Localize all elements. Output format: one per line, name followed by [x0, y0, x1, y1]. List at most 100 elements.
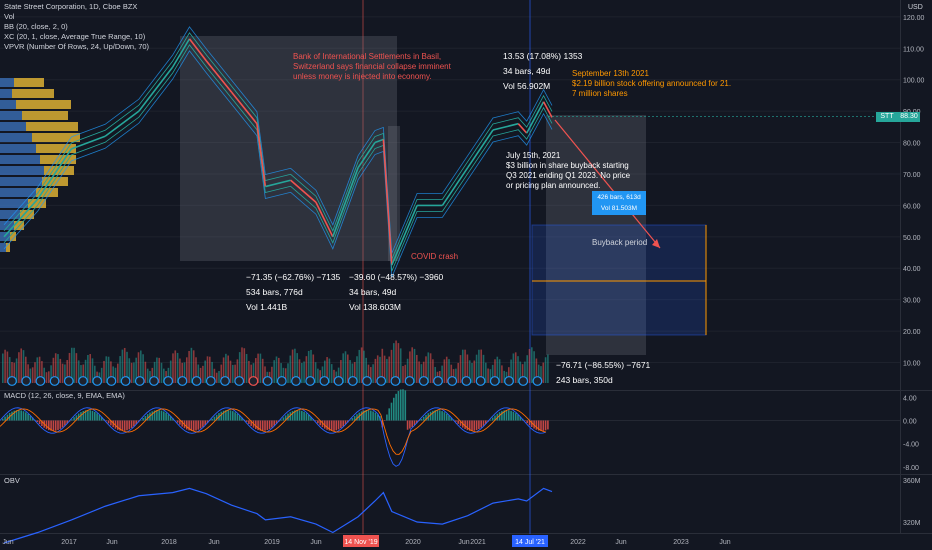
- volume-bar: [211, 361, 213, 383]
- volume-bar: [146, 368, 149, 383]
- price-segment: [332, 167, 359, 238]
- macd-hist-bar: [307, 414, 310, 421]
- price-tick: 10.00: [903, 361, 921, 368]
- macd-hist-bar: [439, 410, 441, 421]
- dividend-icon: [163, 376, 174, 386]
- volume-bar: [464, 349, 466, 383]
- price-segment: [3, 198, 39, 238]
- macd-hist-bar: [537, 420, 540, 431]
- macd-hist-bar: [514, 413, 517, 421]
- volume-bar: [494, 359, 496, 383]
- macd-hist-bar: [190, 420, 193, 431]
- macd-hist-bar: [110, 420, 112, 426]
- volume-bar: [413, 348, 416, 383]
- volume-bar: [406, 358, 409, 383]
- price-tick: 70.00: [903, 172, 921, 179]
- macd-hist-bar: [128, 420, 131, 430]
- volume-bar: [225, 353, 227, 383]
- macd-hist-bar: [443, 412, 446, 421]
- volume-bar: [537, 364, 540, 383]
- volume-bar: [498, 359, 501, 383]
- vpvr-bar-up: [14, 78, 44, 87]
- volume-bar: [245, 354, 248, 383]
- volume-bar: [80, 365, 82, 383]
- volume-bar: [38, 356, 41, 383]
- volume-bar: [64, 364, 66, 383]
- volume-bar: [227, 355, 229, 383]
- macd-hist-bar: [89, 410, 91, 421]
- volume-bar: [307, 350, 310, 383]
- projection-arrow: [554, 119, 661, 249]
- volume-bar: [151, 367, 154, 383]
- macd-hist-bar: [501, 411, 503, 421]
- macd-hist-bar: [236, 413, 239, 421]
- bollinger-bands: [3, 26, 553, 278]
- dividend-icon: [376, 376, 387, 386]
- range-box-2: [388, 126, 400, 261]
- macd-hist-bar: [376, 414, 379, 421]
- volume-bar: [289, 355, 292, 383]
- chart-title: State Street Corporation, 1D, Cboe BZX: [4, 2, 138, 11]
- macd-tick: 0.00: [903, 419, 917, 426]
- volume-bar: [202, 365, 204, 383]
- vpvr-bar-up: [42, 177, 68, 186]
- covid-label: COVID crash: [411, 252, 459, 261]
- macd-hist-bar: [54, 420, 57, 431]
- volume-bar: [248, 360, 250, 383]
- macd-hist-bar: [15, 410, 18, 421]
- macd-hist-bar: [485, 420, 487, 424]
- macd-hist-bar: [31, 417, 34, 421]
- macd-hist-bar: [413, 420, 416, 426]
- volume-bar: [418, 361, 420, 383]
- macd-hist-bar: [319, 420, 321, 426]
- volume-bar: [503, 370, 505, 383]
- macd-hist-bar: [220, 411, 223, 421]
- volume-bar: [291, 349, 294, 383]
- macd-hist-bar: [117, 420, 119, 430]
- dividend-icon: [475, 376, 486, 386]
- macd-hist-bar: [478, 420, 480, 430]
- macd-hist-bar: [225, 410, 227, 421]
- volume-bar: [197, 364, 200, 383]
- macd-hist-bar: [64, 420, 66, 426]
- volume-bar: [434, 366, 436, 383]
- macd-hist-bar: [374, 412, 377, 421]
- price-tick: 50.00: [903, 235, 921, 242]
- macd-hist-bar: [25, 412, 27, 421]
- macd-hist-bar: [215, 414, 218, 421]
- volume-bar: [261, 358, 264, 383]
- macd-hist-bar: [144, 415, 147, 421]
- vpvr-bar-down: [0, 199, 28, 208]
- dividend-icon: [49, 376, 60, 386]
- macd-hist-bar: [266, 420, 269, 431]
- volume-bar: [167, 367, 170, 383]
- dividend-icon: [333, 376, 344, 386]
- measure-3: 13.53 (17.08%) 1353 34 bars, 49d Vol 56.…: [503, 51, 583, 91]
- vpvr-bar-down: [0, 111, 22, 120]
- volume-bar: [105, 356, 108, 383]
- arrow-head: [652, 239, 660, 248]
- macd-hist-bar: [186, 420, 188, 430]
- volume-bar: [312, 354, 315, 383]
- macd-hist-bar: [284, 415, 287, 421]
- macd-hist-bar: [248, 420, 250, 424]
- volume-bar: [425, 356, 427, 383]
- macd-hist-bar: [100, 416, 103, 421]
- vpvr-bar-down: [0, 100, 16, 109]
- macd-hist-bar: [397, 391, 400, 421]
- macd-hist-bar: [526, 420, 528, 424]
- volume-bar: [372, 364, 374, 383]
- macd-hist-bar: [296, 410, 298, 421]
- macd-hist-bar: [496, 413, 499, 421]
- volume-bar: [363, 350, 365, 383]
- time-tick: Jun: [2, 539, 13, 546]
- volume-bar: [41, 361, 43, 383]
- volume-bar: [176, 352, 179, 383]
- macd-hist-bar: [213, 416, 216, 421]
- macd-hist-bar: [351, 418, 354, 421]
- volume-bar: [20, 348, 22, 383]
- dividend-icon: [234, 376, 245, 386]
- macd-hist-bar: [337, 420, 340, 430]
- macd-hist-bar: [241, 417, 243, 421]
